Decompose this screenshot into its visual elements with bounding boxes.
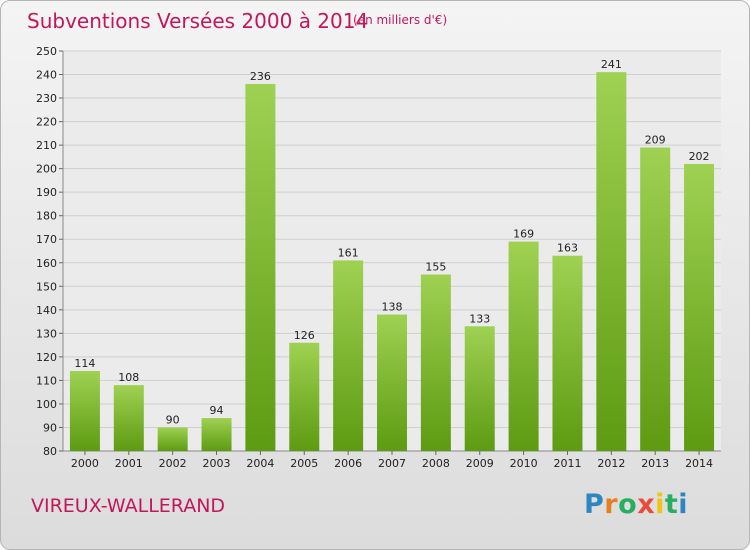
data-label: 114	[74, 357, 95, 370]
y-tick-label: 180	[36, 210, 57, 223]
proxiti-logo: Proxiti	[584, 489, 689, 520]
place-name: VIREUX-WALLERAND	[31, 495, 226, 517]
y-tick-label: 230	[36, 92, 57, 105]
y-tick-label: 210	[36, 139, 57, 152]
y-tick-label: 150	[36, 280, 57, 293]
y-tick-label: 160	[36, 257, 57, 270]
bar	[157, 427, 188, 451]
data-label: 209	[645, 133, 666, 146]
data-label: 90	[166, 413, 180, 426]
y-tick-label: 190	[36, 186, 57, 199]
bar	[684, 163, 715, 452]
chart-title: Subventions Versées 2000 à 2014	[27, 9, 369, 33]
data-label: 108	[118, 371, 139, 384]
bar	[640, 147, 671, 451]
x-tick-label: 2004	[246, 457, 274, 470]
x-tick-label: 2007	[378, 457, 406, 470]
data-label: 236	[250, 70, 271, 83]
bar	[289, 342, 320, 451]
x-tick-label: 2014	[685, 457, 713, 470]
x-tick-label: 2006	[334, 457, 362, 470]
x-tick-label: 2001	[115, 457, 143, 470]
y-tick-label: 170	[36, 233, 57, 246]
data-label: 94	[210, 404, 224, 417]
data-label: 126	[294, 329, 315, 342]
y-tick-label: 140	[36, 304, 57, 317]
data-label: 161	[338, 246, 359, 259]
y-tick-label: 120	[36, 351, 57, 364]
y-tick-label: 200	[36, 163, 57, 176]
y-tick-label: 240	[36, 69, 57, 82]
y-tick-label: 90	[43, 421, 57, 434]
bar	[69, 371, 100, 451]
y-tick-label: 80	[43, 445, 57, 458]
bar	[420, 274, 451, 451]
bar	[508, 241, 539, 451]
y-tick-label: 100	[36, 398, 57, 411]
x-tick-label: 2002	[159, 457, 187, 470]
x-tick-label: 2000	[71, 457, 99, 470]
y-tick-label: 110	[36, 374, 57, 387]
data-label: 163	[557, 242, 578, 255]
data-label: 138	[382, 301, 403, 314]
bar	[377, 314, 407, 451]
x-tick-label: 2012	[597, 457, 625, 470]
x-tick-label: 2005	[290, 457, 318, 470]
x-tick-label: 2003	[203, 457, 231, 470]
data-label: 241	[601, 58, 622, 71]
bar	[245, 83, 276, 452]
bar	[552, 255, 583, 451]
data-label: 155	[425, 261, 446, 274]
y-tick-label: 220	[36, 116, 57, 129]
bar	[201, 418, 232, 451]
x-tick-label: 2009	[466, 457, 494, 470]
data-label: 202	[689, 150, 710, 163]
bar	[596, 72, 627, 452]
bar	[464, 326, 495, 451]
x-tick-label: 2013	[641, 457, 669, 470]
bar	[333, 260, 364, 451]
x-tick-label: 2010	[510, 457, 538, 470]
y-tick-label: 130	[36, 327, 57, 340]
data-label: 169	[513, 228, 534, 241]
x-tick-label: 2008	[422, 457, 450, 470]
unit-label: (en milliers d'€)	[353, 13, 448, 27]
data-label: 133	[469, 312, 490, 325]
y-tick-label: 250	[36, 45, 57, 58]
bar	[113, 385, 144, 451]
x-tick-label: 2011	[553, 457, 581, 470]
